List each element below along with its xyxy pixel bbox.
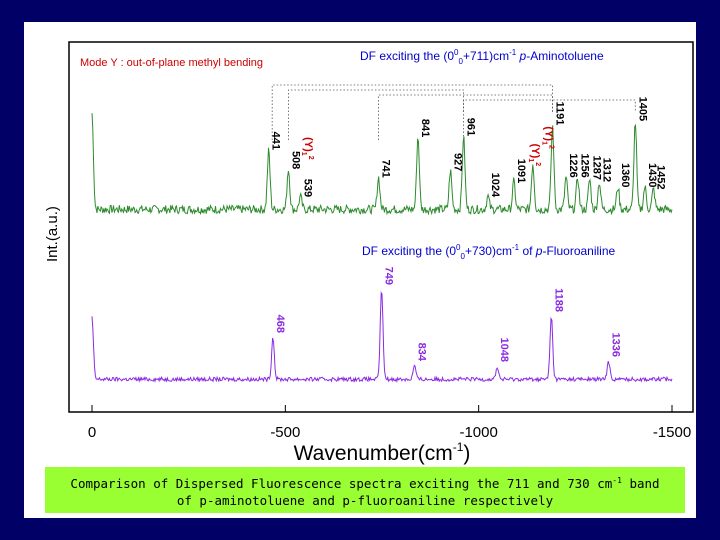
lower-title-c: -Fluoroaniline [542, 244, 615, 258]
peak-label-22: 749 [383, 267, 395, 285]
peak-label-25: 1188 [552, 288, 564, 312]
upper-title-b: +711)cm [463, 49, 509, 63]
slide-background [24, 22, 696, 518]
peak-label-6: 961 [465, 118, 477, 136]
mode-note: Mode Y : out-of-plane methyl bending [80, 57, 263, 69]
peak-label-21: 468 [274, 315, 286, 333]
peak-label-9: 1191 [554, 102, 566, 126]
peak-label-19: (Y)12 [541, 126, 555, 149]
connector-0 [271, 84, 553, 140]
peak-label-7: 1024 [489, 173, 501, 198]
connector-lines [271, 84, 636, 140]
peak-label-sup-20: 2 [534, 162, 541, 166]
x-tick-label-1: -500 [270, 424, 300, 441]
peak-label-1: 508 [289, 151, 301, 169]
caption-line-1-text: Comparison of Dispersed Fluorescence spe… [70, 476, 613, 492]
peak-label-sub-18: 1 [300, 152, 307, 156]
lower-spectrum-trace [91, 291, 673, 383]
peak-label-10: 1226 [567, 153, 579, 177]
upper-title-p: p [516, 49, 526, 63]
peak-label-24: 1048 [498, 338, 510, 362]
peak-label-sub-20: 1 [527, 158, 534, 162]
peak-label-13: 1312 [600, 158, 612, 182]
peak-label-12: 1287 [591, 156, 603, 180]
peak-label-20: (Y)12 [527, 144, 541, 167]
peak-label-17: 1452 [654, 165, 666, 189]
connector-3 [463, 99, 636, 140]
peak-label-0: 441 [270, 132, 282, 150]
lower-title: DF exciting the (000+730)cm-1 of p-Fluor… [362, 243, 616, 261]
upper-title: DF exciting the (000+711)cm-1 p-Aminotol… [360, 48, 604, 66]
lower-title-of: of [519, 244, 536, 258]
peak-label-5: 927 [451, 153, 463, 171]
caption-line-1-sup: -1 [612, 476, 622, 485]
peak-label-26: 1336 [610, 333, 622, 357]
peak-label-8: 1091 [515, 159, 527, 183]
x-axis-ticks: 0 -500 -1000 -1500 [88, 405, 691, 441]
peak-label-15: 1405 [636, 97, 648, 121]
x-axis-label-sup: -1 [453, 440, 464, 454]
lower-title-sub: 0 [461, 252, 466, 261]
upper-spectrum-trace [91, 113, 673, 216]
x-axis-label-main: Wavenumber(cm [294, 442, 453, 465]
upper-title-sup2: -1 [509, 48, 517, 57]
peak-label-sup-19: 2 [548, 145, 555, 149]
x-tick-label-3: -1500 [653, 424, 691, 441]
caption-box: Comparison of Dispersed Fluorescence spe… [45, 467, 685, 513]
x-axis-label: Wavenumber(cm-1) [294, 440, 471, 465]
peak-label-sup-18: 2 [307, 156, 314, 160]
x-axis-label-end: ) [463, 442, 470, 465]
lower-title-sup2: -1 [512, 243, 520, 252]
upper-title-c: -Aminotoluene [526, 49, 604, 63]
plot-frame [68, 41, 694, 413]
peak-label-14: 1360 [619, 163, 631, 187]
x-tick-label-0: 0 [88, 424, 96, 441]
upper-title-sub: 0 [459, 57, 464, 66]
peak-label-11: 1256 [579, 153, 591, 177]
peak-label-3: 741 [380, 159, 392, 177]
lower-title-a: DF exciting the (0 [362, 244, 456, 258]
lower-title-p: p [535, 244, 543, 258]
upper-title-sup: 0 [454, 48, 459, 57]
connector-2 [378, 94, 553, 140]
caption-line-1: Comparison of Dispersed Fluorescence spe… [45, 472, 685, 492]
x-tick-label-2: -1000 [459, 424, 497, 441]
peak-label-16: 1430 [646, 163, 658, 187]
caption-line-1-end: band [621, 476, 660, 492]
peak-label-23: 834 [416, 343, 428, 362]
upper-title-a: DF exciting the (0 [360, 49, 454, 63]
connector-1 [288, 89, 464, 140]
caption-line-2: of p-aminotoluene and p-fluoroaniline re… [176, 493, 554, 509]
peak-label-2: 539 [301, 179, 313, 197]
y-axis-label: Int.(a.u.) [44, 206, 61, 262]
peak-label-4: 841 [419, 119, 431, 137]
peak-label-sub-19: 1 [541, 141, 548, 145]
lower-title-b: +730)cm [465, 244, 512, 258]
lower-title-sup: 0 [456, 243, 461, 252]
